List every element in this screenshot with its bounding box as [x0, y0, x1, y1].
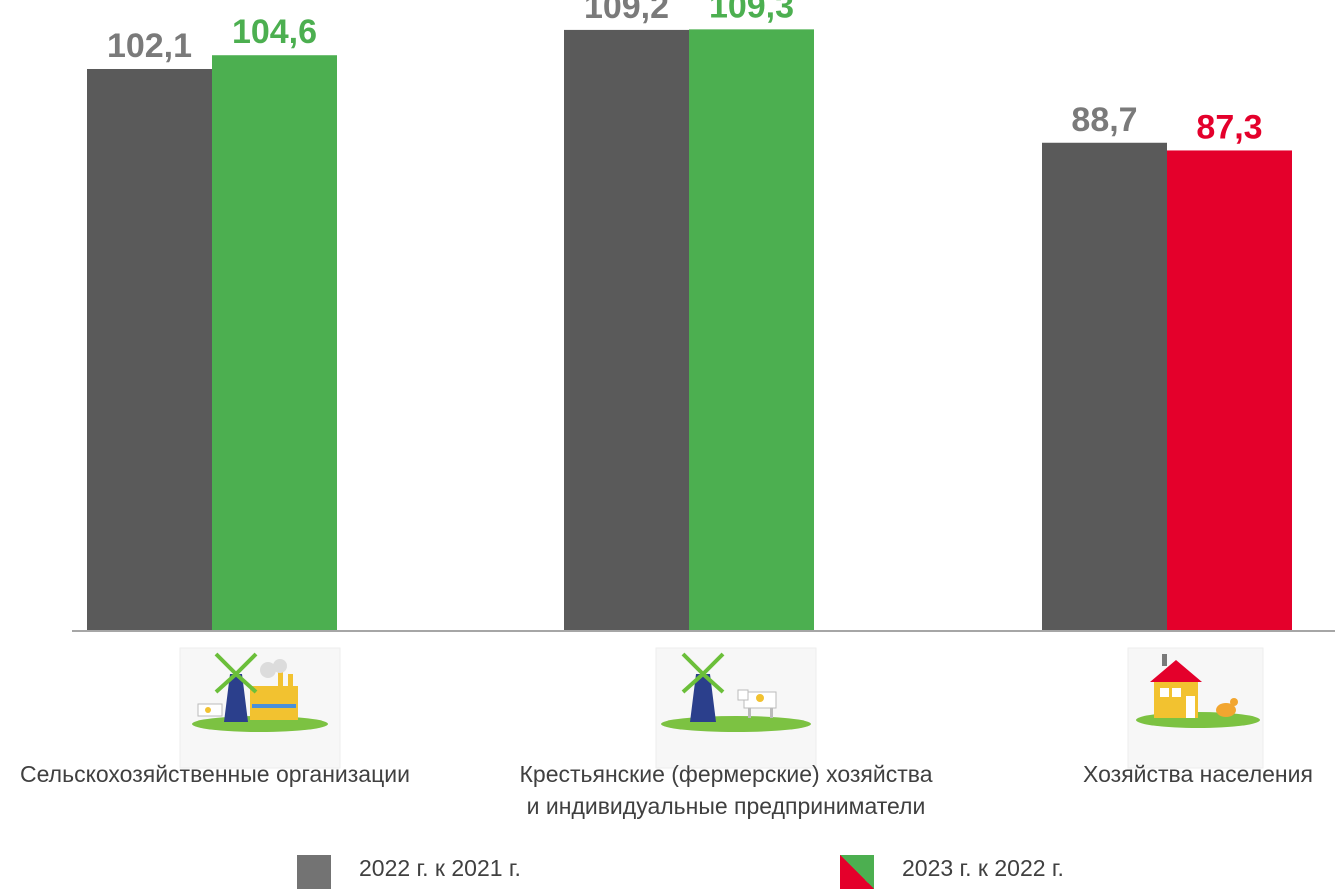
data-label-2022-cat-0: 102,1 [107, 27, 192, 65]
bar-2022-cat-2 [1042, 142, 1167, 631]
house-chicken-icon [1127, 647, 1264, 769]
bar-2023-cat-0 [212, 55, 337, 632]
legend-label: 2023 г. к 2022 г. [902, 854, 1064, 881]
category-label-line: Сельскохозяйственные организации [20, 761, 410, 787]
data-label-2022-cat-2: 88,7 [1071, 101, 1137, 139]
legend-swatch-green-red [840, 855, 874, 889]
data-label-2023-cat-2: 87,3 [1196, 108, 1262, 146]
category-label-line: Хозяйства населения [1083, 761, 1313, 787]
value-labels-group: 102,1 104,6 109,2 109,3 88,7 87,3 [107, 0, 1263, 146]
category-label-line: Крестьянские (фермерские) хозяйства [519, 761, 933, 787]
bar-2023-cat-2 [1167, 150, 1292, 631]
bar-2022-cat-0 [87, 68, 212, 631]
windmill-cow-icon [655, 647, 817, 769]
category-label-peasant-farms: Крестьянские (фермерские) хозяйства и ин… [496, 758, 956, 822]
legend-swatch-gray [297, 855, 331, 889]
bars-group [87, 29, 1292, 632]
legend-item-2023: 2023 г. к 2022 г. [840, 851, 1064, 889]
category-label-agricultural-organizations: Сельскохозяйственные организации [0, 758, 430, 790]
data-label-2022-cat-1: 109,2 [584, 0, 669, 26]
category-label-households: Хозяйства населения [1058, 758, 1335, 790]
windmill-factory-cow-icon [179, 647, 341, 769]
legend-item-2022: 2022 г. к 2021 г. [297, 851, 521, 889]
data-label-2023-cat-1: 109,3 [709, 0, 794, 25]
data-label-2023-cat-0: 104,6 [232, 13, 317, 51]
category-label-line: и индивидуальные предприниматели [526, 793, 926, 819]
legend-label: 2022 г. к 2021 г. [359, 854, 521, 881]
bar-2022-cat-1 [564, 29, 689, 632]
bar-2023-cat-1 [689, 29, 814, 631]
